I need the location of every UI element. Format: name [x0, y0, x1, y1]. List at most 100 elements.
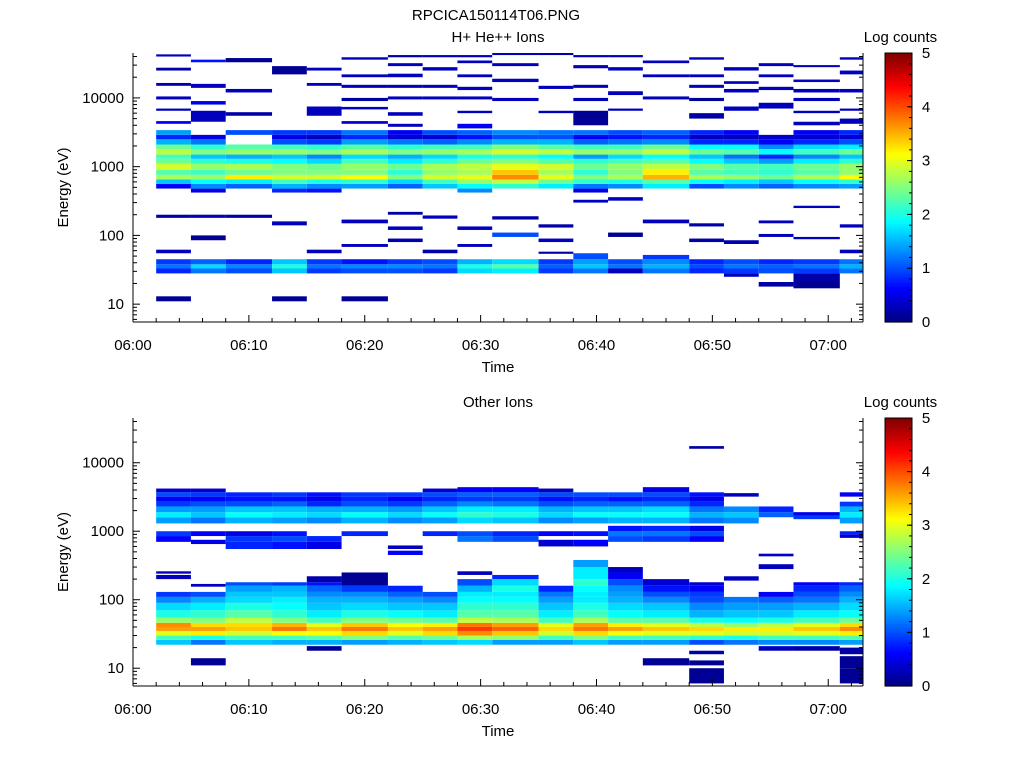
- heatmap-cell: [387, 238, 423, 243]
- heatmap-cell: [272, 610, 307, 618]
- x-tick-label: 06:50: [694, 701, 732, 718]
- colorbar-segment: [885, 444, 912, 448]
- heatmap-cell: [387, 630, 423, 636]
- colorbar-segment: [885, 261, 912, 265]
- heatmap-cell: [225, 179, 273, 184]
- heatmap-cell: [793, 602, 840, 611]
- heatmap-cell: [793, 158, 840, 164]
- heatmap-cell: [272, 221, 307, 226]
- heatmap-cell: [793, 635, 840, 640]
- heatmap-cell: [793, 582, 840, 586]
- colorbar-segment: [885, 205, 912, 209]
- colorbar-segment: [885, 632, 912, 636]
- heatmap-cell: [573, 134, 609, 140]
- heatmap-cell: [225, 112, 273, 116]
- heatmap-cell: [492, 163, 539, 170]
- heatmap-cell: [839, 139, 863, 145]
- colorbar-segment: [885, 120, 912, 124]
- heatmap-cell: [793, 183, 840, 189]
- colorbar-segment: [885, 540, 912, 544]
- heatmap-cell: [190, 622, 226, 627]
- heatmap-cell: [387, 639, 423, 645]
- colorbar-segment: [885, 661, 912, 665]
- heatmap-cell: [457, 639, 493, 645]
- heatmap-cell: [689, 630, 724, 636]
- heatmap-cell: [190, 496, 226, 502]
- colorbar-segment: [885, 149, 912, 153]
- heatmap-cell: [492, 496, 539, 502]
- heatmap-cell: [573, 539, 609, 547]
- colorbar-segment: [885, 171, 912, 175]
- heatmap-cell: [156, 134, 191, 140]
- heatmap-cell: [422, 512, 458, 518]
- heatmap-cell: [793, 110, 840, 114]
- x-axis-title: Time: [482, 359, 515, 376]
- heatmap-cell: [793, 626, 840, 631]
- x-tick-label: 06:00: [114, 337, 152, 354]
- heatmap-cell: [272, 174, 307, 180]
- colorbar-segment: [885, 471, 912, 475]
- heatmap-cell: [608, 232, 643, 237]
- heatmap-cell: [457, 110, 493, 114]
- heatmap-cell: [306, 582, 342, 586]
- heatmap-cell: [793, 622, 840, 627]
- heatmap-cell: [538, 238, 574, 243]
- colorbar-segment: [885, 162, 912, 166]
- heatmap-cell: [492, 622, 539, 627]
- heatmap-cell: [457, 602, 493, 611]
- heatmap-cell: [793, 264, 840, 269]
- colorbar-segment: [885, 250, 912, 254]
- heatmap-cell: [190, 512, 226, 518]
- colorbar-segment: [885, 433, 912, 437]
- heatmap-cell: [225, 154, 273, 159]
- heatmap-cell: [723, 517, 759, 524]
- heatmap-cell: [689, 139, 724, 145]
- heatmap-cell: [306, 134, 342, 140]
- colorbar-segment: [885, 142, 912, 146]
- colorbar-segment: [885, 319, 912, 323]
- heatmap-cell: [387, 158, 423, 164]
- heatmap-cell: [723, 506, 759, 513]
- heatmap-cell: [793, 268, 840, 274]
- heatmap-cell: [839, 169, 863, 175]
- heatmap-cell: [723, 158, 759, 164]
- colorbar-segment: [885, 236, 912, 240]
- colorbar-segment: [885, 259, 912, 263]
- heatmap-cell: [839, 506, 863, 513]
- heatmap-cell: [608, 268, 643, 274]
- colorbar-segment: [885, 610, 912, 613]
- heatmap-cell: [723, 268, 759, 274]
- heatmap-cell: [723, 149, 759, 155]
- heatmap-cell: [492, 610, 539, 618]
- heatmap-cell: [306, 130, 342, 135]
- heatmap-cell: [306, 501, 342, 507]
- figure-title: RPCICA150114T06.PNG: [412, 7, 580, 24]
- heatmap-cell: [608, 572, 643, 580]
- colorbar-segment: [885, 88, 912, 92]
- colorbar-segment: [885, 435, 912, 439]
- heatmap-cell: [608, 585, 643, 592]
- heatmap-cell: [723, 88, 759, 93]
- heatmap-cell: [538, 488, 574, 493]
- heatmap-cell: [457, 134, 493, 140]
- heatmap-cell: [758, 268, 794, 274]
- heatmap-cell: [723, 130, 759, 135]
- heatmap-cell: [306, 82, 342, 86]
- heatmap-cell: [758, 264, 794, 269]
- heatmap-cell: [573, 268, 609, 274]
- heatmap-cell: [538, 622, 574, 627]
- heatmap-cell: [538, 154, 574, 159]
- heatmap-cell: [457, 149, 493, 155]
- heatmap-cell: [793, 591, 840, 597]
- heatmap-cell: [306, 517, 342, 524]
- heatmap-cell: [190, 488, 226, 493]
- heatmap-cell: [839, 668, 863, 684]
- heatmap-cell: [839, 144, 863, 150]
- heatmap-cell: [793, 585, 840, 592]
- plot-title: Other Ions: [463, 394, 533, 411]
- heatmap-cell: [642, 264, 690, 269]
- heatmap-cell: [387, 144, 423, 150]
- heatmap-cell: [689, 517, 724, 524]
- colorbar-segment: [885, 426, 912, 430]
- heatmap-cell: [457, 130, 493, 135]
